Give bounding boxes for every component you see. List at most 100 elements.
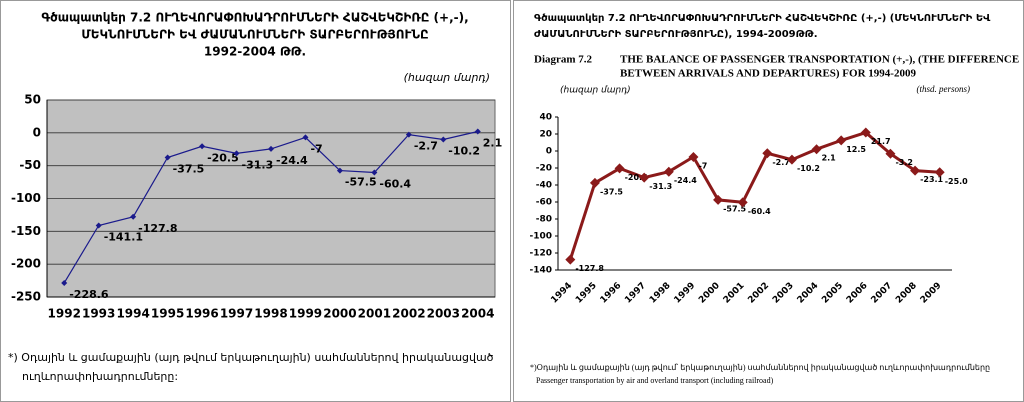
footnote: ուղևորափոխադրումները: [22, 370, 178, 383]
data-point [762, 148, 773, 159]
data-point [440, 136, 447, 143]
y-tick-label: -100 [529, 232, 552, 242]
y-tick-label: 40 [539, 113, 552, 123]
data-point [164, 154, 171, 161]
y-tick-label: -100 [11, 191, 41, 205]
chart-title: Գծապատկեր 7.2 ՈՒՂԵՎՈՐԱՓՈԽԱԴՐՈՒՄՆԵՐԻ ՀԱՇՎ… [534, 13, 991, 24]
data-point [639, 172, 650, 183]
x-tick-label: 2008 [894, 281, 919, 306]
y-tick-label: 0 [33, 125, 41, 139]
data-point [737, 197, 748, 208]
x-tick-label: 2000 [323, 307, 356, 321]
y-tick-label: -50 [19, 158, 41, 172]
x-tick-label: 1993 [82, 307, 115, 321]
data-label: -37.5 [600, 187, 623, 196]
footnote: Passenger transportation by air and over… [536, 376, 774, 385]
x-tick-label: 2005 [820, 281, 845, 306]
x-tick-label: 1998 [648, 281, 673, 306]
data-label: -10.2 [448, 145, 480, 158]
data-point [713, 194, 724, 205]
data-point [336, 167, 343, 174]
data-point [786, 154, 797, 165]
data-label: -127.8 [575, 264, 604, 273]
data-point [233, 150, 240, 157]
data-label: -20.5 [625, 173, 648, 182]
data-label: -31.3 [649, 182, 672, 191]
data-label: -25.0 [945, 177, 968, 186]
data-point [268, 145, 274, 152]
chart-subtitle: BETWEEN ARRIVALS AND DEPARTURES) FOR 199… [620, 68, 916, 80]
y-tick-label: 50 [24, 93, 41, 107]
x-tick-label: 2007 [870, 281, 895, 306]
footnote: *)Օդային և ցամաքային (այդ թվում՝ երկաթու… [530, 363, 990, 372]
x-tick-label: 2004 [796, 281, 821, 306]
x-tick-label: 1996 [599, 281, 624, 306]
x-tick-label: 1996 [185, 307, 218, 321]
y-tick-label: -80 [536, 215, 552, 225]
data-label: -20.5 [207, 151, 239, 164]
data-point [565, 254, 576, 265]
data-label: -57.5 [345, 176, 377, 189]
data-label: -60.4 [379, 177, 411, 190]
data-label: -37.5 [173, 162, 205, 175]
data-point [836, 135, 847, 146]
data-point [61, 279, 68, 286]
x-tick-label: 1997 [623, 281, 648, 306]
data-label: -127.8 [138, 222, 177, 235]
data-label: -24.4 [674, 176, 697, 185]
data-label: 12.5 [846, 145, 866, 154]
data-label: -141.1 [104, 230, 143, 243]
data-point [885, 148, 896, 159]
data-point [199, 143, 206, 150]
data-label: -228.6 [69, 288, 109, 301]
x-tick-label: 1999 [289, 307, 322, 321]
data-label: -24.4 [276, 154, 308, 167]
footnote: *) Օդային և ցամաքային (այդ թվում երկաթու… [8, 351, 494, 364]
y-tick-label: -200 [11, 257, 41, 271]
y-tick-label: -140 [529, 266, 552, 276]
data-point [130, 213, 137, 220]
x-tick-label: 1994 [549, 281, 574, 306]
x-tick-label: 2006 [845, 281, 870, 306]
x-tick-label: 1992 [48, 307, 81, 321]
data-point [688, 151, 699, 162]
y-tick-label: -250 [11, 290, 41, 304]
data-label: -31.3 [242, 158, 274, 171]
chart-title: Գծապատկեր 7.2 ՈՒՂԵՎՈՐԱՓՈԽԱԴՐՈՒՄՆԵՐԻ ՀԱՇՎ… [41, 11, 468, 25]
x-tick-label: 1994 [116, 307, 149, 321]
data-label: -23.1 [920, 175, 943, 184]
data-point [663, 166, 674, 177]
y-tick-label: -40 [536, 181, 552, 191]
x-tick-label: 1997 [220, 307, 253, 321]
data-point [371, 169, 378, 176]
unit-label: (հազար մարդ) [560, 86, 631, 96]
y-tick-label: -120 [529, 249, 552, 259]
data-point [302, 134, 309, 141]
data-point [934, 167, 945, 178]
data-label: 2.1 [822, 154, 837, 163]
data-label: -10.2 [797, 164, 820, 173]
data-point [910, 165, 921, 176]
x-tick-label: 1998 [254, 307, 287, 321]
data-label: 2.1 [483, 136, 503, 149]
x-tick-label: 2001 [358, 307, 391, 321]
chart-title: 1992-2004 ԹԹ. [204, 45, 306, 59]
chart-title: ԺԱՄԱՆՈՒՄՆԵՐԻ ՏԱՐԲԵՐՈՒԹՅՈՒՆԸ), 1994-2009Թ… [534, 29, 818, 40]
chart-title: ՄԵԿՆՈՒՄՆԵՐԻ ԵՎ ԺԱՄԱՆՈՒՄՆԵՐԻ ՏԱՐԲԵՐՈՒԹՅՈՒ… [81, 28, 428, 42]
chart-subtitle: THE BALANCE OF PASSENGER TRANSPORTATION … [620, 54, 1019, 66]
y-tick-label: -60 [536, 198, 552, 208]
data-point [405, 131, 412, 138]
data-point [811, 144, 822, 155]
y-tick-label: -20 [536, 164, 552, 174]
unit-label-en: (thsd. persons) [917, 84, 971, 94]
x-tick-label: 2003 [771, 281, 796, 306]
data-label: -2.7 [772, 158, 790, 167]
data-label: -2.7 [414, 140, 438, 153]
data-label: -3.2 [895, 158, 913, 167]
x-tick-label: 1995 [151, 307, 184, 321]
x-tick-label: 2004 [461, 307, 494, 321]
data-line [568, 130, 940, 261]
data-label: -7 [310, 142, 322, 155]
x-tick-label: 2009 [919, 281, 944, 306]
